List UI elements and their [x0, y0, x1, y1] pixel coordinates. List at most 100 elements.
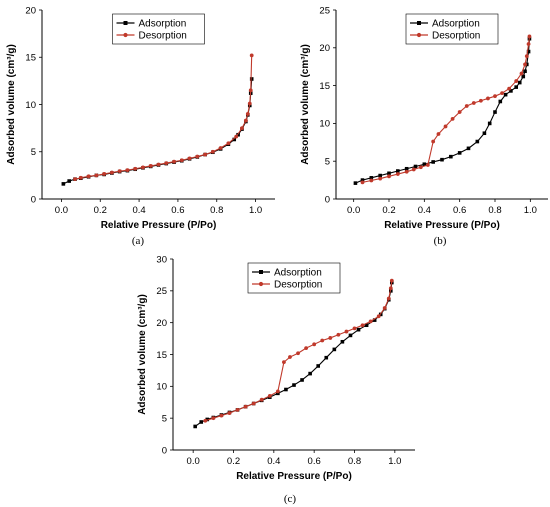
- x-tick-label: 0.8: [488, 205, 501, 216]
- data-point: [234, 134, 239, 139]
- data-point: [364, 323, 369, 328]
- x-tick-label: 0.0: [55, 205, 68, 216]
- panel-label: (a): [132, 235, 145, 247]
- data-point: [376, 314, 381, 319]
- y-tick-label: 30: [156, 254, 167, 265]
- x-tick-label: 0.4: [418, 205, 431, 216]
- data-point: [404, 166, 409, 171]
- data-point: [523, 69, 527, 74]
- data-point: [195, 154, 200, 159]
- data-point: [386, 296, 391, 301]
- data-point: [378, 173, 382, 178]
- series-adsorption: [61, 77, 254, 186]
- data-point: [425, 163, 430, 167]
- data-point: [249, 53, 254, 58]
- x-tick-label: 0.0: [187, 456, 200, 467]
- data-point: [275, 389, 280, 394]
- data-point: [251, 401, 256, 406]
- y-tick-label: 10: [156, 382, 167, 393]
- series-line: [362, 36, 530, 183]
- data-point: [382, 306, 387, 310]
- x-tick-label: 0.2: [227, 456, 240, 467]
- legend-label: Desorption: [432, 31, 480, 42]
- data-point: [498, 99, 503, 104]
- data-point: [193, 424, 197, 429]
- data-point: [282, 360, 286, 365]
- data-point: [523, 62, 527, 67]
- data-point: [141, 165, 145, 170]
- data-point: [413, 164, 418, 169]
- data-point: [227, 411, 232, 415]
- data-point: [418, 165, 423, 170]
- data-point: [316, 364, 320, 368]
- data-point: [102, 172, 107, 176]
- x-tick-label: 0.4: [267, 456, 280, 467]
- data-point: [110, 170, 114, 175]
- data-point: [344, 329, 349, 334]
- data-point: [388, 286, 393, 291]
- data-point: [471, 101, 476, 105]
- data-point: [431, 139, 436, 144]
- series-line: [63, 78, 253, 185]
- data-point: [218, 146, 223, 150]
- chart-panel-1: 0 5 10 15 20 0.0 0.2 0.4 0.6 0.8 1.0 Relative Press…: [6, 5, 275, 247]
- data-point: [352, 326, 357, 331]
- legend-swatch-marker: [123, 32, 128, 38]
- data-point: [240, 126, 244, 131]
- data-point: [148, 164, 153, 168]
- data-point: [332, 347, 337, 352]
- data-point: [211, 416, 216, 421]
- data-point: [324, 355, 329, 360]
- data-point: [519, 71, 524, 76]
- y-tick-label: 15: [319, 81, 330, 92]
- data-point: [304, 346, 308, 351]
- data-point: [243, 118, 248, 123]
- data-point: [296, 351, 300, 356]
- data-point: [156, 162, 161, 167]
- y-tick-label: 10: [319, 119, 330, 130]
- data-point: [369, 178, 374, 183]
- data-point: [517, 80, 522, 85]
- data-point: [509, 89, 513, 93]
- series-desorption: [203, 278, 394, 423]
- y-tick-label: 5: [325, 157, 330, 168]
- data-point: [67, 179, 71, 183]
- data-point: [117, 169, 122, 174]
- data-point: [61, 182, 66, 186]
- data-point: [457, 151, 462, 155]
- data-point: [395, 172, 400, 176]
- data-point: [436, 132, 441, 136]
- data-point: [249, 77, 254, 81]
- data-point: [205, 417, 210, 422]
- y-tick-label: 25: [319, 5, 330, 16]
- data-point: [164, 161, 169, 165]
- y-tick-label: 10: [25, 100, 36, 111]
- legend-box: [247, 262, 341, 294]
- legend-swatch-marker: [417, 21, 421, 25]
- data-point: [203, 152, 208, 157]
- data-point: [360, 180, 365, 185]
- y-tick-label: 0: [162, 445, 167, 456]
- y-tick-label: 20: [319, 43, 330, 54]
- series-desorption: [360, 34, 532, 185]
- legend-label: Adsorption: [274, 268, 322, 279]
- chart-panel-2: 0 5 10 15 20 25 0.0 0.2 0.4 0.6 0.8 1.0 Relative Pre…: [300, 5, 548, 247]
- y-tick-label: 0: [325, 194, 330, 205]
- data-point: [300, 378, 304, 382]
- data-point: [219, 413, 224, 418]
- data-point: [94, 173, 99, 178]
- x-axis-title: Relative Pressure (P/Po): [384, 220, 500, 231]
- y-axis-title: Adsorbed volume (cm³/g): [6, 44, 17, 165]
- data-point: [78, 175, 83, 180]
- data-point: [466, 146, 471, 151]
- x-axis-title: Relative Pressure (P/Po): [236, 471, 352, 482]
- data-point: [125, 168, 130, 173]
- series-desorption: [73, 53, 254, 182]
- data-point: [503, 92, 508, 97]
- data-point: [235, 407, 240, 412]
- data-point: [320, 338, 325, 343]
- data-point: [369, 176, 374, 180]
